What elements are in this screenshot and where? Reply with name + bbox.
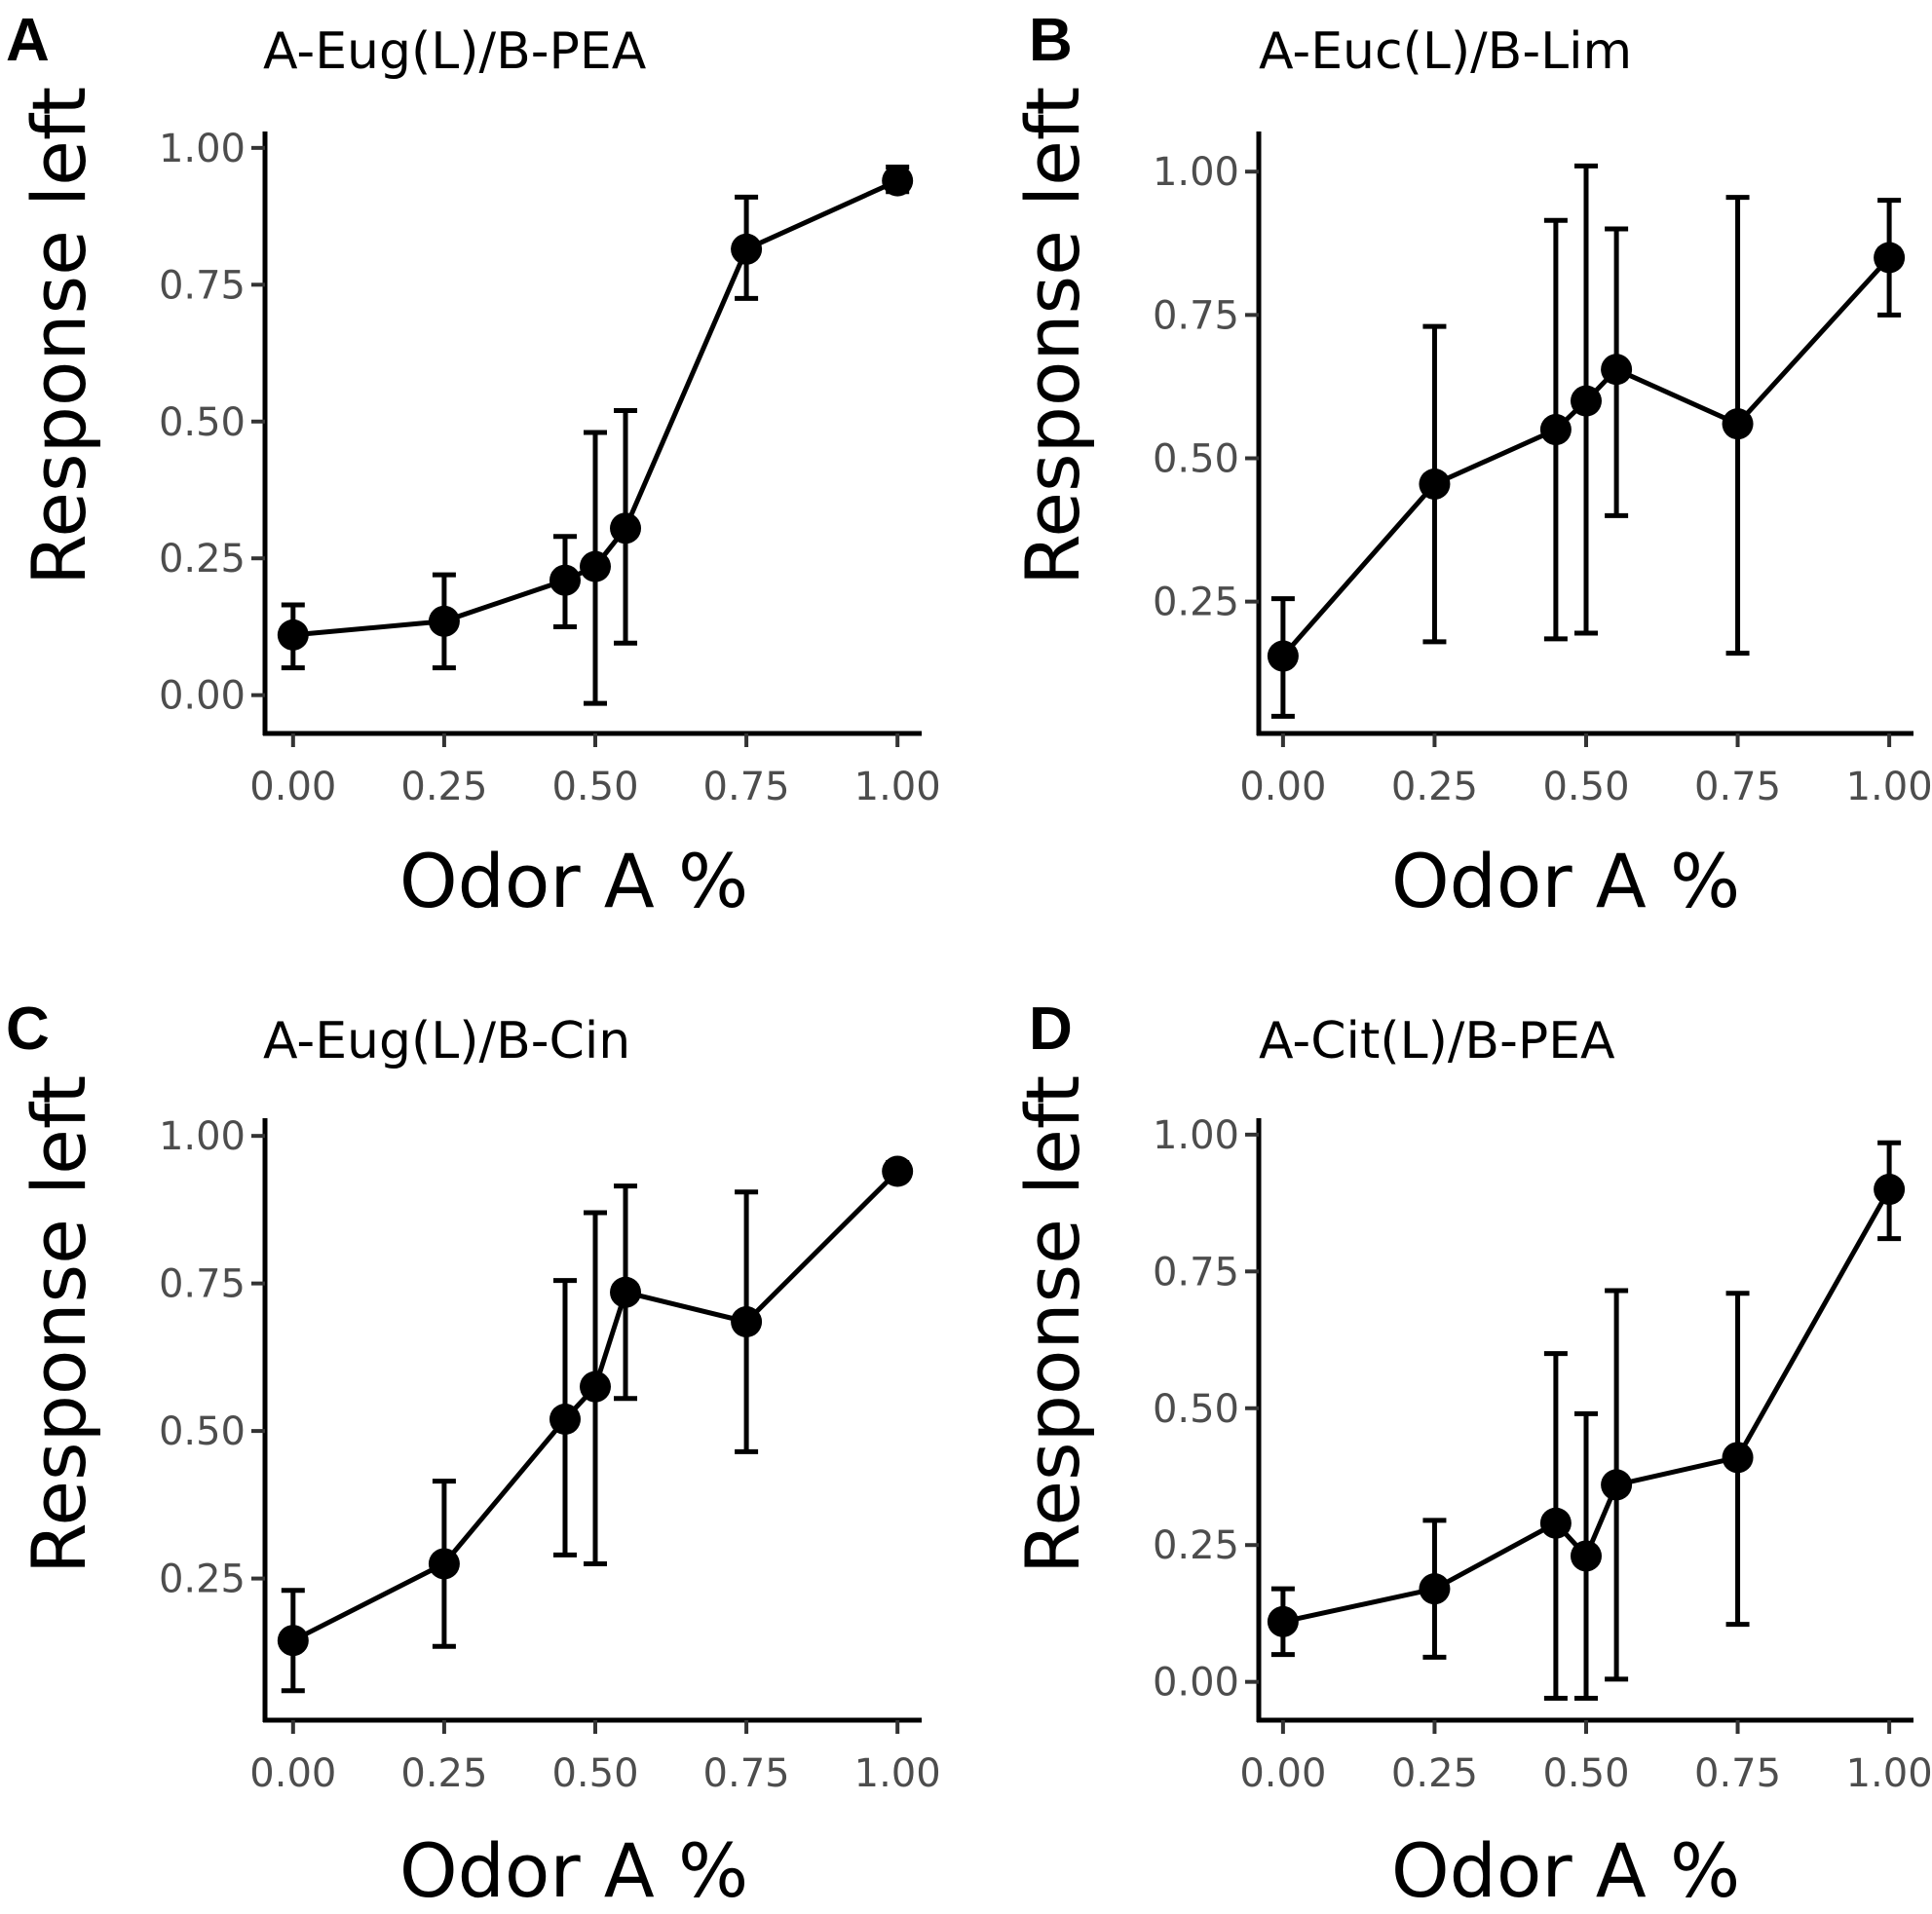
- panel-c-data-point: [580, 1370, 611, 1403]
- panel-d-x-tick-label: 0.75: [1694, 1751, 1781, 1796]
- panel-c-x-tick-label: 0.50: [551, 1751, 638, 1796]
- panel-b-data-point: [1722, 408, 1754, 440]
- panel-a-x-tick-label: 0.25: [400, 765, 487, 809]
- panel-d-x-tick-label: 0.00: [1239, 1751, 1326, 1796]
- panel-d-y-tick-label: 0.25: [1153, 1523, 1239, 1568]
- panel-c-data-point: [882, 1155, 914, 1187]
- panel-a-letter: A: [6, 7, 50, 74]
- panel-c-y-tick-label: 0.50: [159, 1409, 246, 1454]
- panel-d-data-point: [1267, 1605, 1299, 1637]
- panel-a-y-tick-label: 0.25: [159, 537, 246, 582]
- panel-d-data-point: [1571, 1540, 1602, 1572]
- panel-c-plot-area: 0.25 0.50 0.75 1.00 0.00 0.25 0.50 0.75 1.00: [159, 1114, 941, 1796]
- panel-c-y-tick-label: 0.75: [159, 1262, 246, 1307]
- panel-a-x-tick-label: 0.75: [703, 765, 790, 809]
- panel-a-x-tick-label: 0.00: [249, 765, 336, 809]
- panel-d-data-point: [1539, 1507, 1572, 1539]
- panel-a-y-tick-label: 0.50: [159, 400, 246, 445]
- panel-a-data-point: [731, 233, 763, 265]
- panel-a: A A-Eug(L)/B-PEA Response left Odor A % …: [6, 7, 941, 924]
- panel-a-data-point: [428, 605, 460, 637]
- panel-a-data-point: [882, 165, 914, 197]
- panel-b-plot-area: 0.25 0.50 0.75 1.00 0.00 0.25 0.50 0.75 1.00: [1153, 131, 1932, 809]
- panel-b-x-tick-label: 1.00: [1846, 765, 1932, 809]
- panel-a-data-point: [549, 564, 581, 596]
- panel-c-data-point: [731, 1306, 763, 1338]
- panel-d-data-point: [1874, 1174, 1906, 1206]
- panel-d-title: A-Cit(L)/B-PEA: [1259, 1012, 1615, 1070]
- panel-b-title: A-Euc(L)/B-Lim: [1259, 22, 1632, 81]
- panel-c-letter: C: [6, 995, 50, 1063]
- panel-c-data-point: [549, 1404, 581, 1435]
- panel-c-y-tick-label: 0.25: [159, 1557, 246, 1602]
- panel-c-x-axis-title: Odor A %: [399, 1827, 748, 1914]
- panel-b-y-tick-label: 0.75: [1153, 293, 1239, 338]
- panel-b-y-tick-label: 0.50: [1153, 436, 1239, 481]
- panel-d-data-point: [1601, 1469, 1633, 1501]
- panel-b-x-tick-label: 0.25: [1391, 765, 1478, 809]
- panel-d-y-tick-label: 0.50: [1153, 1387, 1239, 1432]
- panel-a-data-point: [580, 550, 611, 582]
- panel-d-letter: D: [1029, 995, 1073, 1063]
- panel-c: C A-Eug(L)/B-Cin Response left Odor A % …: [6, 995, 941, 1914]
- panel-b-x-tick-label: 0.00: [1239, 765, 1326, 809]
- panel-a-y-tick-label: 0.00: [159, 674, 246, 719]
- panel-b-data-point: [1419, 468, 1451, 500]
- panel-a-x-axis-title: Odor A %: [399, 838, 748, 924]
- panel-c-data-point: [277, 1625, 309, 1657]
- panel-a-x-tick-label: 0.50: [551, 765, 638, 809]
- panel-a-title: A-Eug(L)/B-PEA: [263, 22, 647, 81]
- panel-b-y-axis-title: Response left: [1009, 87, 1096, 585]
- panel-b-data-point: [1571, 385, 1602, 417]
- panel-a-y-axis-title: Response left: [16, 87, 102, 585]
- panel-d-plot-area: 0.00 0.25 0.50 0.75 1.00 0.00 0.25 0.50 0.75 1.00: [1153, 1113, 1932, 1796]
- panel-a-plot-area: 0.00 0.25 0.50 0.75 1.00 0.00 0.25 0.50 0.75 1.00: [159, 127, 941, 809]
- panel-b-data-point: [1267, 640, 1299, 672]
- panel-d-x-tick-label: 0.25: [1391, 1751, 1478, 1796]
- panel-d-y-tick-label: 0.00: [1153, 1661, 1239, 1706]
- panel-d-y-tick-label: 1.00: [1153, 1113, 1239, 1158]
- panel-c-x-tick-label: 0.25: [400, 1751, 487, 1796]
- panel-b-y-tick-label: 0.25: [1153, 581, 1239, 625]
- panel-b-y-tick-label: 1.00: [1153, 150, 1239, 195]
- panel-c-title: A-Eug(L)/B-Cin: [263, 1012, 630, 1070]
- panel-a-data-point: [277, 619, 309, 651]
- panel-d-y-axis-title: Response left: [1009, 1075, 1096, 1574]
- panel-a-y-tick-label: 0.75: [159, 263, 246, 308]
- panel-c-x-tick-label: 0.00: [249, 1751, 336, 1796]
- panel-b-x-axis-title: Odor A %: [1391, 838, 1740, 924]
- panel-c-y-tick-label: 1.00: [159, 1114, 246, 1159]
- panel-a-data-point: [610, 512, 642, 544]
- panel-a-x-tick-label: 1.00: [854, 765, 941, 809]
- panel-c-y-axis-title: Response left: [16, 1075, 102, 1574]
- panel-b-data-point: [1601, 354, 1633, 386]
- panel-b-letter: B: [1029, 7, 1073, 74]
- panel-b: B A-Euc(L)/B-Lim Response left Odor A % …: [1009, 7, 1932, 924]
- panel-d: D A-Cit(L)/B-PEA Response left Odor A % …: [1009, 995, 1932, 1914]
- panel-c-data-point: [428, 1548, 460, 1580]
- panel-c-data-point: [610, 1276, 642, 1308]
- panel-d-x-axis-title: Odor A %: [1391, 1827, 1740, 1914]
- panel-d-x-tick-label: 1.00: [1846, 1751, 1932, 1796]
- panel-a-y-tick-label: 1.00: [159, 127, 246, 171]
- panel-c-x-tick-label: 0.75: [703, 1751, 790, 1796]
- panel-d-data-point: [1722, 1442, 1754, 1474]
- panel-b-x-tick-label: 0.50: [1542, 765, 1629, 809]
- panel-b-x-tick-label: 0.75: [1694, 765, 1781, 809]
- panel-b-data-point: [1539, 414, 1572, 446]
- panel-d-x-tick-label: 0.50: [1542, 1751, 1629, 1796]
- panel-d-data-point: [1419, 1573, 1451, 1605]
- panel-b-data-point: [1874, 242, 1906, 274]
- panel-d-y-tick-label: 0.75: [1153, 1250, 1239, 1295]
- panel-c-x-tick-label: 1.00: [854, 1751, 941, 1796]
